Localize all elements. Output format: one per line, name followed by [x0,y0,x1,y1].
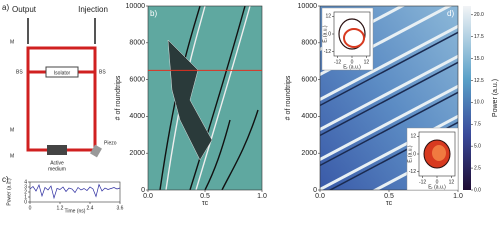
y-axis-label: Power (a.u.) [6,178,12,206]
y-tick-label: 0 [313,187,317,194]
x-tick-label: 0.5 [384,193,394,200]
phase-portrait [432,145,446,161]
cavity-beam [26,46,97,152]
mirror-label: M [10,153,14,159]
mirror-label: M [10,39,14,45]
y-tick-label: 8000 [129,40,145,47]
colorbar-tick-label: 20.0 [474,12,484,18]
y-tick-label: 3 [24,184,27,190]
colorbar-tick-label: 0.0 [474,187,481,193]
y-tick-label: 12 [410,134,416,140]
y-tick-label: 6000 [301,76,317,83]
y-tick-label: 2 [24,189,27,195]
phase-portrait [343,28,365,48]
x-tick-label: 0.0 [143,193,153,200]
y-tick-label: 12 [325,14,331,20]
power-line [29,183,121,200]
phase-portrait [338,18,366,50]
y-tick-label: 10000 [126,3,146,10]
isolator-label: Isolator [54,70,71,76]
isolator-box [45,66,79,78]
y-tick-label: 2000 [129,150,145,157]
panel-label: c) [2,175,9,184]
colorbar-tick-label: 17.5 [474,34,484,40]
x-tick-label: 12 [449,179,455,185]
x-axis-label: τc [386,200,393,207]
x-axis-label: Eᵣ (a.u.) [343,64,361,70]
bs-label: BS [99,69,106,75]
x-tick-label: 0 [436,179,439,185]
x-axis-label: Time (ns) [65,208,86,214]
colorbar-tick-label: 10.0 [474,100,484,106]
x-tick-label: 3.6 [117,205,124,211]
x-tick-label: 0 [29,205,32,211]
y-tick-label: -12 [324,49,331,55]
output-label: Output [12,5,37,14]
colorbar-tick-label: 12.5 [474,78,484,84]
y-tick-label: 4000 [301,113,317,120]
active-medium-box [47,145,67,155]
y-tick-label: 10000 [298,3,318,10]
injection-label: Injection [78,5,108,14]
x-axis-label: Eᵣ (a.u.) [428,184,446,190]
y-tick-label: 6000 [129,76,145,83]
y-tick-label: 4000 [129,113,145,120]
x-tick-label: 0.0 [315,193,325,200]
panel-label: b) [150,9,157,18]
x-axis-label: τc [202,200,209,207]
x-tick-label: 12 [364,59,370,65]
y-tick-label: 0 [328,31,331,37]
x-tick-label: 2.4 [87,205,94,211]
x-tick-label: 1.0 [453,193,463,200]
figure: a) Output Injection Isolator Active medi… [2,3,499,214]
x-tick-label: 0.5 [200,193,210,200]
colorbar-tick-label: 2.5 [474,165,481,171]
y-tick-label: -12 [409,169,416,175]
y-axis-label: # of roundtrips [285,75,292,120]
x-tick-label: 0 [351,59,354,65]
y-axis-label: # of roundtrips [115,75,122,120]
bs-label: BS [16,69,23,75]
x-tick-label: 1.0 [257,193,267,200]
colorbar-tick-label: 15.0 [474,56,484,62]
y-tick-label: 4 [24,179,27,185]
y-tick-label: 2000 [301,150,317,157]
x-tick-label: -12 [419,179,426,185]
x-tick-label: 1.2 [57,205,64,211]
y-axis-label: Eᵢ (a.u.) [322,25,328,43]
panel-label: d) [447,9,454,18]
colorbar-tick-label: 5.0 [474,144,481,150]
x-tick-label: -12 [334,59,341,65]
y-tick-label: 0 [141,187,145,194]
y-tick-label: 0 [413,151,416,157]
mirror-label: M [10,127,14,133]
active-medium-label: medium [48,166,66,172]
y-tick-label: 0 [24,199,27,205]
cavity-diagram: a) Output Injection Isolator Active medi… [2,3,117,172]
piezo-box [90,144,102,158]
y-tick-label: 1 [24,194,27,200]
colorbar-tick-label: 7.5 [474,122,481,128]
y-tick-label: 8000 [301,40,317,47]
colorbar-label: Power (a.u.) [492,79,499,117]
colorbar [463,6,471,190]
panel-label: a) [2,3,9,12]
active-medium-label: Active [50,160,64,166]
piezo-label: Piezo [104,140,117,146]
y-axis-label: Eᵢ (a.u.) [407,145,413,163]
heatmap-background [148,6,262,190]
